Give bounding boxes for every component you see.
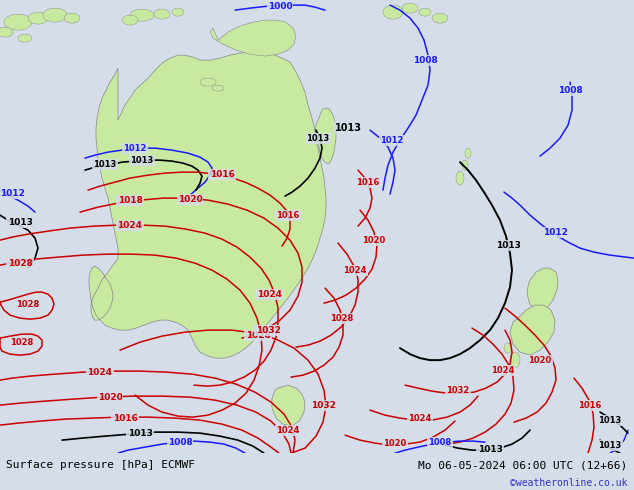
Text: 1013: 1013 <box>131 156 153 165</box>
Text: 1032: 1032 <box>256 326 280 335</box>
Text: 1008: 1008 <box>413 56 437 65</box>
Text: 1028: 1028 <box>10 338 34 346</box>
Text: 1018: 1018 <box>117 196 143 205</box>
Text: 1016: 1016 <box>578 401 602 410</box>
Text: 1024: 1024 <box>117 220 143 230</box>
Text: 1013: 1013 <box>335 123 361 133</box>
Polygon shape <box>4 14 32 30</box>
Text: 1008: 1008 <box>167 438 192 446</box>
Polygon shape <box>419 8 431 16</box>
Polygon shape <box>28 12 48 24</box>
Polygon shape <box>212 85 224 91</box>
Text: 1013: 1013 <box>8 218 32 226</box>
Text: 1012: 1012 <box>543 228 567 237</box>
Polygon shape <box>504 343 512 353</box>
Text: 1008: 1008 <box>429 438 451 446</box>
Text: Surface pressure [hPa] ECMWF: Surface pressure [hPa] ECMWF <box>6 460 195 470</box>
Polygon shape <box>462 160 468 170</box>
Polygon shape <box>172 8 184 16</box>
Text: 1000: 1000 <box>268 1 292 11</box>
Text: 1028: 1028 <box>16 299 39 309</box>
Text: 1024: 1024 <box>344 266 366 274</box>
Polygon shape <box>510 352 520 368</box>
Polygon shape <box>527 268 558 312</box>
Text: 1016: 1016 <box>113 414 138 422</box>
Text: 1013: 1013 <box>496 241 521 249</box>
Text: 1012: 1012 <box>123 144 146 152</box>
Text: 1020: 1020 <box>98 392 122 402</box>
Text: 1012: 1012 <box>380 136 404 145</box>
Polygon shape <box>130 9 154 21</box>
Text: 1016: 1016 <box>356 177 380 187</box>
Text: 1013: 1013 <box>127 429 152 438</box>
Text: ©weatheronline.co.uk: ©weatheronline.co.uk <box>510 478 628 488</box>
Text: 1013: 1013 <box>477 444 502 454</box>
Text: 1024: 1024 <box>87 368 112 377</box>
Text: 1013: 1013 <box>93 160 117 169</box>
Text: 1013: 1013 <box>598 441 621 450</box>
Text: 1012: 1012 <box>0 189 25 197</box>
Text: 1008: 1008 <box>558 86 583 95</box>
Text: 1016: 1016 <box>276 211 300 220</box>
Text: 1024: 1024 <box>257 290 283 298</box>
Text: Mo 06-05-2024 06:00 UTC (12+66): Mo 06-05-2024 06:00 UTC (12+66) <box>418 460 628 470</box>
Polygon shape <box>89 52 336 358</box>
Text: 1032: 1032 <box>311 401 335 410</box>
Text: 1024: 1024 <box>491 366 515 375</box>
Polygon shape <box>200 78 216 86</box>
Text: 1016: 1016 <box>210 170 235 179</box>
Polygon shape <box>510 305 555 355</box>
Polygon shape <box>383 5 403 19</box>
Text: 1020: 1020 <box>178 195 202 204</box>
Text: 1020: 1020 <box>528 356 552 365</box>
Polygon shape <box>43 8 67 22</box>
Polygon shape <box>0 27 13 37</box>
Text: 1028: 1028 <box>245 331 271 340</box>
Text: 1020: 1020 <box>363 236 385 245</box>
Polygon shape <box>402 3 418 13</box>
Text: 1020: 1020 <box>384 439 406 448</box>
Polygon shape <box>18 34 32 42</box>
Polygon shape <box>456 171 464 185</box>
Polygon shape <box>272 385 305 426</box>
Polygon shape <box>465 148 471 158</box>
Text: 1028: 1028 <box>8 259 32 268</box>
Polygon shape <box>122 15 138 25</box>
Text: 1024: 1024 <box>408 414 432 422</box>
Text: 1013: 1013 <box>598 416 621 425</box>
Text: 1013: 1013 <box>306 134 330 143</box>
Polygon shape <box>210 20 296 56</box>
Text: 1024: 1024 <box>276 426 300 435</box>
Polygon shape <box>432 13 448 23</box>
Text: 1032: 1032 <box>446 386 470 394</box>
Polygon shape <box>154 9 170 19</box>
Polygon shape <box>64 13 80 23</box>
Text: 1028: 1028 <box>330 314 354 322</box>
